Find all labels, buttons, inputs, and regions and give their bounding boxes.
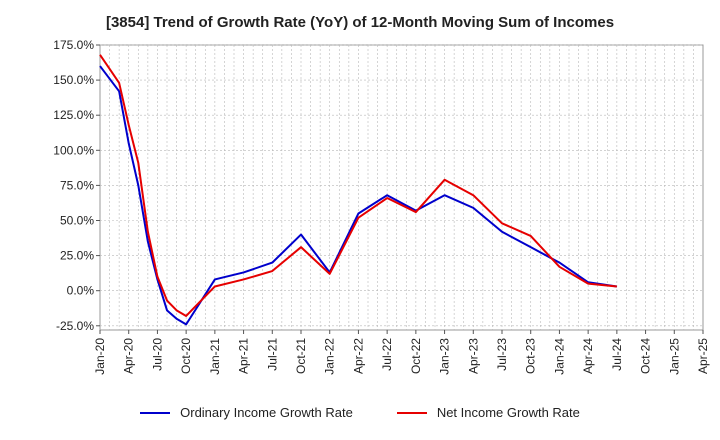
- y-tick-label: 150.0%: [53, 73, 94, 87]
- x-tick-label: Apr-24: [581, 338, 595, 374]
- plot-area: [99, 44, 704, 331]
- legend-swatch-net: [396, 411, 427, 414]
- x-tick-label: Oct-24: [639, 338, 653, 374]
- x-tick-label: Jul-20: [150, 338, 164, 371]
- x-tick-label: Apr-20: [122, 338, 136, 374]
- x-tick-label: Jul-22: [380, 338, 394, 371]
- series-line-ordinary-income: [99, 65, 618, 326]
- y-tick-label: 100.0%: [53, 143, 94, 157]
- x-tick-label: Jan-25: [667, 338, 681, 375]
- legend-label-net: Net Income Growth Rate: [436, 405, 580, 420]
- x-tick-label: Apr-21: [237, 338, 251, 374]
- legend-item-net: Net Income Growth Rate: [396, 405, 580, 420]
- x-tick-label: Jul-21: [265, 338, 279, 371]
- x-tick-label: Jan-24: [552, 338, 566, 375]
- chart-title: [3854] Trend of Growth Rate (YoY) of 12-…: [105, 14, 615, 31]
- x-tick-label: Oct-22: [409, 338, 423, 374]
- legend-item-ordinary: Ordinary Income Growth Rate: [140, 405, 353, 420]
- line-chart: 175.0% 150.0% 125.0% 100.0% 75.0% 50.0% 25.0% 0…: [53, 38, 710, 375]
- y-tick-label: 50.0%: [60, 213, 94, 227]
- legend: Ordinary Income Growth Rate Net Income G…: [0, 405, 720, 420]
- x-tick-label: Apr-22: [351, 338, 365, 374]
- y-tick-label: 75.0%: [60, 178, 94, 192]
- series-line-net-income: [99, 54, 617, 317]
- y-tick-label: 0.0%: [67, 284, 95, 298]
- y-tick-label: -25.0%: [56, 319, 94, 333]
- x-tick-label: Apr-25: [696, 338, 710, 374]
- legend-label-ordinary: Ordinary Income Growth Rate: [180, 405, 353, 420]
- x-tick-label: Jan-22: [323, 338, 337, 375]
- x-tick-label: Jul-23: [495, 338, 509, 371]
- x-tick-label: Oct-23: [524, 338, 538, 374]
- x-tick-label: Jul-24: [610, 338, 624, 371]
- y-tick-label: 175.0%: [53, 38, 94, 52]
- x-tick-label: Jan-20: [93, 338, 107, 375]
- x-tick-label: Jan-21: [208, 338, 222, 375]
- y-tick-label: 25.0%: [60, 249, 94, 263]
- legend-swatch-ordinary: [140, 411, 171, 414]
- x-tick-label: Jan-23: [438, 338, 452, 375]
- x-tick-label: Oct-21: [294, 338, 308, 374]
- x-tick-label: Apr-23: [466, 338, 480, 374]
- x-tick-label: Oct-20: [179, 338, 193, 374]
- y-tick-label: 125.0%: [53, 108, 94, 122]
